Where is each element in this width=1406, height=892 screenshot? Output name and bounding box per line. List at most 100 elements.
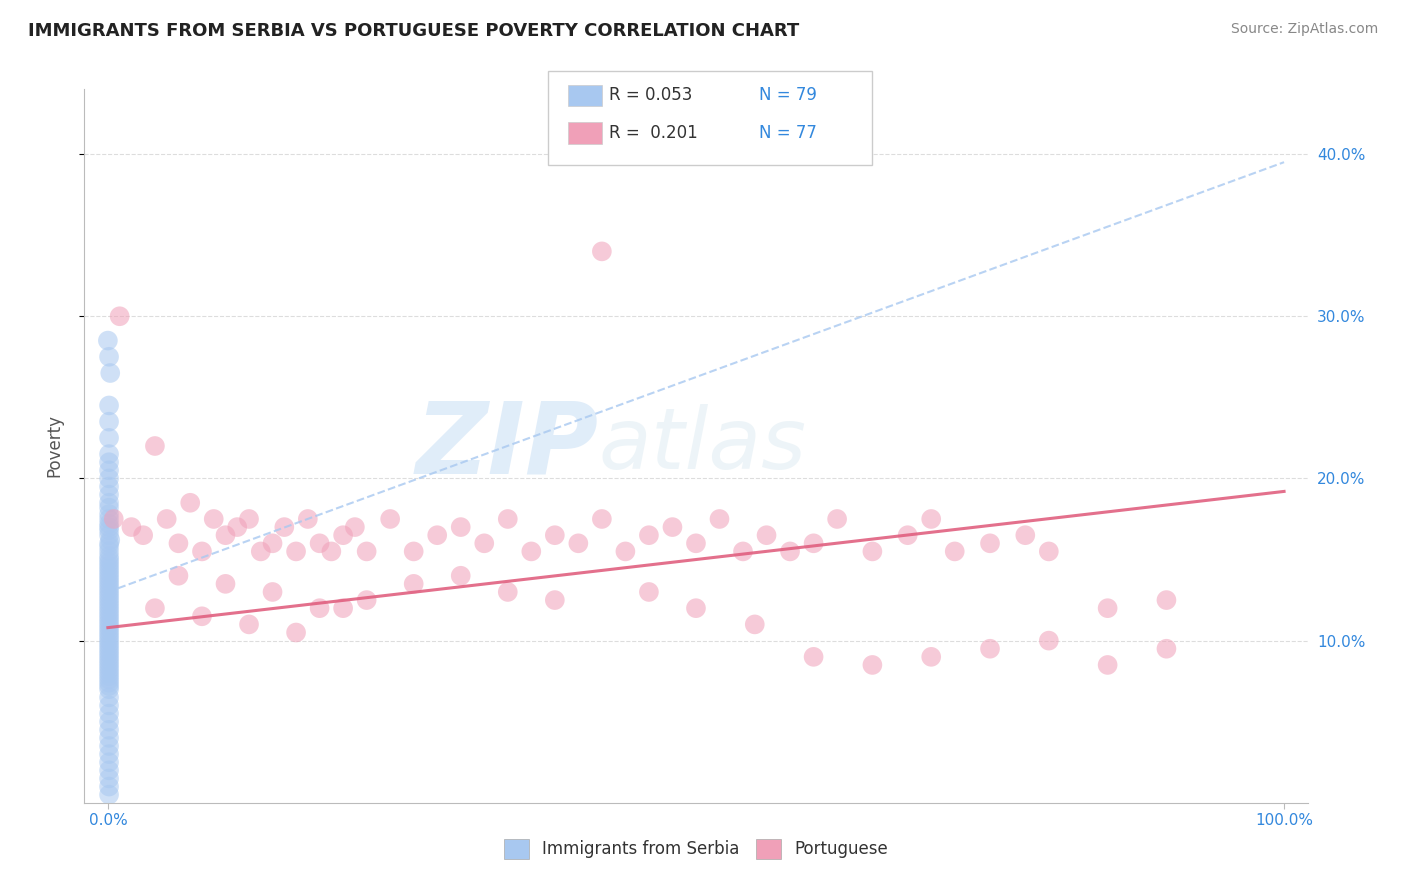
Point xyxy=(98,559,121,574)
Point xyxy=(591,244,613,259)
Point xyxy=(98,568,121,582)
Point xyxy=(98,552,121,566)
Point xyxy=(496,585,519,599)
Point xyxy=(98,575,121,590)
Legend: Immigrants from Serbia, Portuguese: Immigrants from Serbia, Portuguese xyxy=(498,832,894,866)
Point xyxy=(98,582,121,596)
Point xyxy=(308,601,330,615)
Point xyxy=(98,747,121,761)
Point xyxy=(98,640,121,654)
Point xyxy=(262,585,284,599)
Point xyxy=(98,659,121,673)
Point xyxy=(450,520,472,534)
Text: ZIP: ZIP xyxy=(415,398,598,494)
Point xyxy=(98,350,121,364)
Point xyxy=(202,512,225,526)
Point xyxy=(98,657,121,671)
Point xyxy=(591,512,613,526)
Point xyxy=(98,611,121,625)
Text: R =  0.201: R = 0.201 xyxy=(609,124,697,142)
Point xyxy=(1156,593,1178,607)
Point xyxy=(98,714,121,729)
Point xyxy=(897,528,920,542)
Point xyxy=(98,643,121,657)
Point xyxy=(860,544,883,558)
Point xyxy=(98,399,121,413)
Point xyxy=(156,512,179,526)
Point xyxy=(98,604,121,618)
Point xyxy=(238,617,260,632)
Point xyxy=(1038,633,1060,648)
Point xyxy=(332,601,354,615)
Point xyxy=(332,528,354,542)
Point xyxy=(685,601,707,615)
Point xyxy=(98,756,121,770)
Point xyxy=(103,512,125,526)
Point xyxy=(98,520,121,534)
Point xyxy=(98,540,121,554)
Point xyxy=(98,595,121,609)
Point xyxy=(98,637,121,651)
Point xyxy=(614,544,637,558)
Point xyxy=(98,549,121,564)
Point xyxy=(920,649,942,664)
Point xyxy=(98,455,121,469)
Point xyxy=(98,591,121,606)
Point xyxy=(98,663,121,677)
Point xyxy=(638,585,661,599)
Point xyxy=(98,488,121,502)
Point xyxy=(426,528,449,542)
Point xyxy=(98,633,121,648)
Text: atlas: atlas xyxy=(598,404,806,488)
Point xyxy=(98,463,121,477)
Point xyxy=(98,690,121,705)
Point xyxy=(98,556,121,570)
Point xyxy=(755,528,778,542)
Point xyxy=(98,585,121,599)
Point xyxy=(98,682,121,697)
Point xyxy=(98,524,121,538)
Point xyxy=(979,641,1001,656)
Point xyxy=(98,601,121,615)
Point xyxy=(98,621,121,635)
Point xyxy=(98,647,121,661)
Point xyxy=(380,512,402,526)
Point xyxy=(98,788,121,802)
Point xyxy=(343,520,366,534)
Point xyxy=(214,528,236,542)
Point xyxy=(803,536,825,550)
Point xyxy=(979,536,1001,550)
Point xyxy=(98,666,121,681)
Point xyxy=(98,431,121,445)
Point xyxy=(98,649,121,664)
Point xyxy=(120,520,142,534)
Point xyxy=(98,698,121,713)
Point xyxy=(638,528,661,542)
Point xyxy=(402,544,425,558)
Text: R = 0.053: R = 0.053 xyxy=(609,87,692,104)
Point xyxy=(685,536,707,550)
Point xyxy=(98,507,121,521)
Point xyxy=(1156,641,1178,656)
Point xyxy=(98,627,121,641)
Point xyxy=(1038,544,1060,558)
Point xyxy=(297,512,319,526)
Point xyxy=(356,593,378,607)
Point xyxy=(249,544,271,558)
Text: IMMIGRANTS FROM SERBIA VS PORTUGUESE POVERTY CORRELATION CHART: IMMIGRANTS FROM SERBIA VS PORTUGUESE POV… xyxy=(28,22,800,40)
Point xyxy=(98,544,121,558)
Point xyxy=(943,544,966,558)
Point xyxy=(308,536,330,550)
Point xyxy=(98,598,121,612)
Point xyxy=(132,528,155,542)
Point xyxy=(143,601,166,615)
Y-axis label: Poverty: Poverty xyxy=(45,415,63,477)
Point xyxy=(356,544,378,558)
Point xyxy=(238,512,260,526)
Point xyxy=(98,669,121,683)
Text: N = 79: N = 79 xyxy=(759,87,817,104)
Point xyxy=(860,657,883,672)
Point xyxy=(321,544,343,558)
Point xyxy=(98,366,121,380)
Point xyxy=(98,588,121,602)
